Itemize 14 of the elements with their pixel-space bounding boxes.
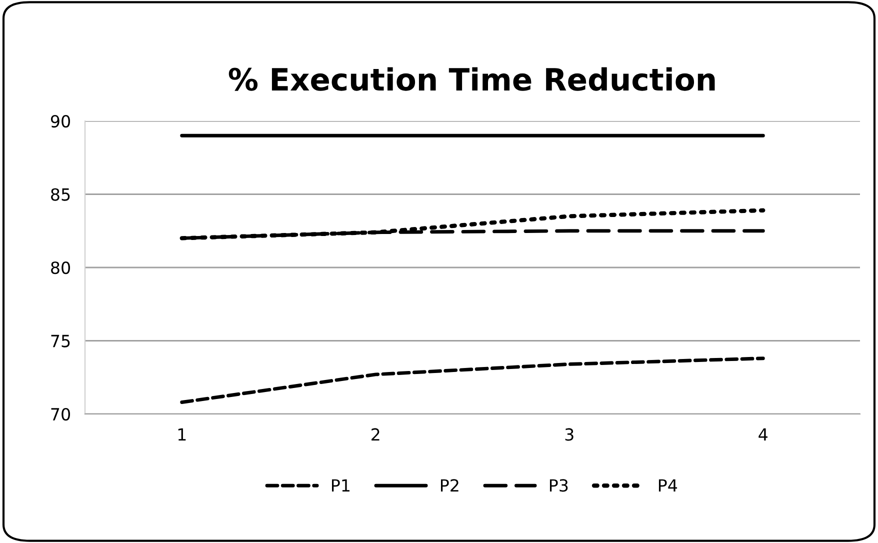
- y-tick-label: 70: [51, 408, 70, 421]
- y-tick-label: 90: [50, 114, 70, 128]
- x-tick-label: 1: [178, 428, 186, 441]
- x-tick-label: 2: [372, 428, 380, 441]
- legend-label: P2: [440, 479, 458, 492]
- legend-label: P1: [332, 479, 350, 492]
- legend-label: P3: [550, 479, 568, 492]
- chart-title: % Execution Time Reduction: [228, 67, 715, 91]
- y-tick-label: 75: [51, 334, 70, 348]
- y-tick-label: 85: [51, 188, 70, 201]
- x-tick-label: 3: [565, 428, 574, 441]
- x-tick-label: 4: [758, 428, 768, 441]
- y-tick-label: 80: [51, 261, 70, 274]
- legend-label: P4: [658, 479, 678, 492]
